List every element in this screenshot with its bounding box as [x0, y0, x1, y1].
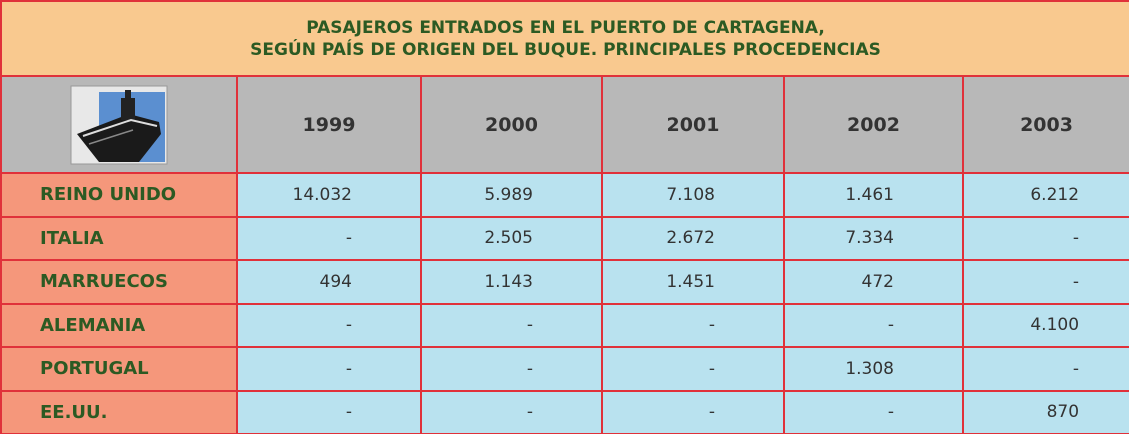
table-row: PORTUGAL - - -1.308-	[0, 346, 1129, 392]
cell: 1.461	[783, 172, 964, 218]
cell: -	[961, 346, 1129, 392]
cell: -	[601, 389, 785, 434]
cell: 2.505	[420, 215, 603, 261]
row-label: MARRUECOS	[0, 259, 238, 305]
table-row: ITALIA -2.505 2.672 7.334-	[0, 215, 1129, 261]
ship-icon-cell	[0, 75, 238, 174]
cell: 1.451	[601, 259, 785, 305]
cell: -	[783, 302, 964, 348]
ship-icon	[70, 85, 168, 164]
column-header: 1999	[236, 75, 422, 174]
table-row: EE.UU. - - - -870	[0, 389, 1129, 434]
column-header: 2001	[601, 75, 785, 174]
cell: -	[236, 389, 422, 434]
table-row: REINO UNIDO 14.032 5.989 7.108 1.461 6.212	[0, 172, 1129, 218]
cell: 4.100	[961, 302, 1129, 348]
cell: -	[601, 302, 785, 348]
cell: -	[601, 346, 785, 392]
cell: 494	[236, 259, 422, 305]
cell: 1.308	[783, 346, 964, 392]
row-label: REINO UNIDO	[0, 172, 238, 218]
table-title: PASAJEROS ENTRADOS EN EL PUERTO DE CARTA…	[0, 0, 1129, 77]
cell: -	[783, 389, 964, 434]
cell: 1.143	[420, 259, 603, 305]
row-label: ITALIA	[0, 215, 238, 261]
row-label: EE.UU.	[0, 389, 238, 434]
cell: 7.108	[601, 172, 785, 218]
cell: 870	[961, 389, 1129, 434]
cell: -	[236, 346, 422, 392]
title-line: PASAJEROS ENTRADOS EN EL PUERTO DE CARTA…	[306, 17, 825, 38]
title-line: SEGÚN PAÍS DE ORIGEN DEL BUQUE. PRINCIPA…	[250, 39, 881, 60]
cell: -	[420, 389, 603, 434]
cell: -	[420, 346, 603, 392]
column-header: 2000	[420, 75, 603, 174]
column-header: 2003	[961, 75, 1129, 174]
cell: 472	[783, 259, 964, 305]
table-row: ALEMANIA - - - -4.100	[0, 302, 1129, 348]
cell: 6.212	[961, 172, 1129, 218]
cell: 2.672	[601, 215, 785, 261]
cell: -	[961, 259, 1129, 305]
cell: -	[236, 302, 422, 348]
cell: -	[420, 302, 603, 348]
cell: 14.032	[236, 172, 422, 218]
cell: 5.989	[420, 172, 603, 218]
row-label: PORTUGAL	[0, 346, 238, 392]
row-label: ALEMANIA	[0, 302, 238, 348]
cell: -	[961, 215, 1129, 261]
column-header: 2002	[783, 75, 964, 174]
table-row: MARRUECOS 494 1.143 1.451 472-	[0, 259, 1129, 305]
cell: 7.334	[783, 215, 964, 261]
cell: -	[236, 215, 422, 261]
